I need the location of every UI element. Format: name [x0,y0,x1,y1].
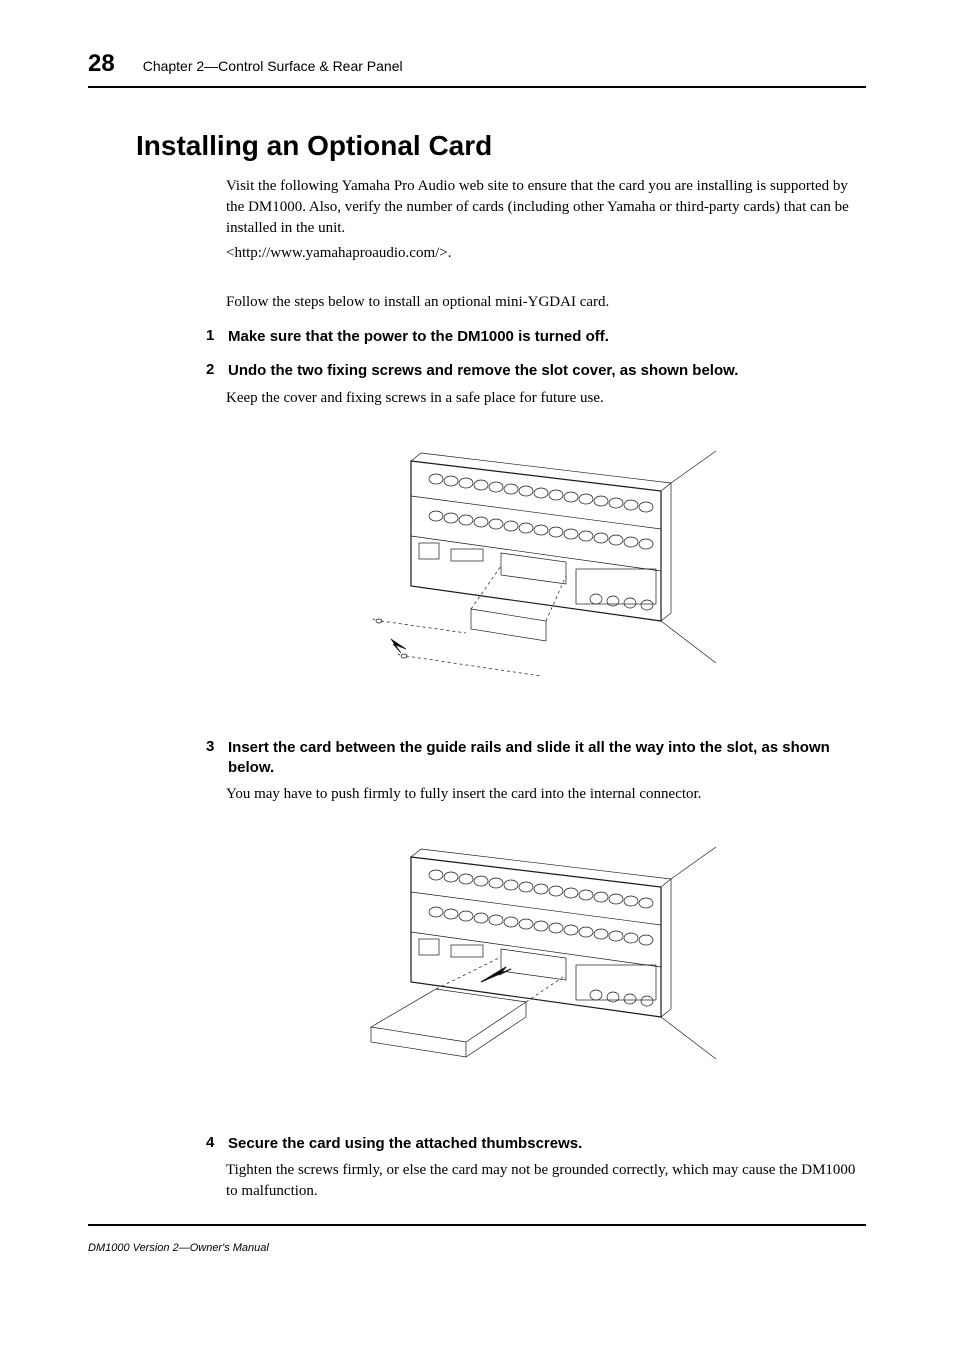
page-number: 28 [88,50,115,78]
step-4-desc: Tighten the screws firmly, or else the c… [226,1160,866,1202]
intro-paragraph-2: Follow the steps below to install an opt… [226,292,866,313]
rear-panel-diagram-remove-cover [351,431,741,716]
step-number: 2 [206,361,218,378]
intro-url: <http://www.yamahaproaudio.com/>. [226,243,866,264]
footer-text: DM1000 Version 2—Owner's Manual [88,1242,269,1254]
step-title: Undo the two fixing screws and remove th… [228,361,738,381]
step-number: 1 [206,327,218,344]
rear-panel-diagram-insert-card [351,827,741,1112]
step-2-desc: Keep the cover and fixing screws in a sa… [226,388,866,409]
step-title: Secure the card using the attached thumb… [228,1134,582,1154]
chapter-title: Chapter 2—Control Surface & Rear Panel [143,58,403,74]
page-header: 28 Chapter 2—Control Surface & Rear Pane… [88,50,866,88]
step-number: 3 [206,738,218,755]
section-heading: Installing an Optional Card [136,130,866,162]
step-1: 1 Make sure that the power to the DM1000… [206,327,866,347]
step-2: 2 Undo the two fixing screws and remove … [206,361,866,381]
step-title: Insert the card between the guide rails … [228,738,866,779]
step-title: Make sure that the power to the DM1000 i… [228,327,609,347]
step-3-desc: You may have to push firmly to fully ins… [226,784,866,805]
diagram-2-container [226,827,866,1112]
page-footer: DM1000 Version 2—Owner's Manual [88,1224,866,1256]
step-3: 3 Insert the card between the guide rail… [206,738,866,779]
step-4: 4 Secure the card using the attached thu… [206,1134,866,1154]
intro-paragraph-1: Visit the following Yamaha Pro Audio web… [226,176,866,239]
step-number: 4 [206,1134,218,1151]
diagram-1-container [226,431,866,716]
